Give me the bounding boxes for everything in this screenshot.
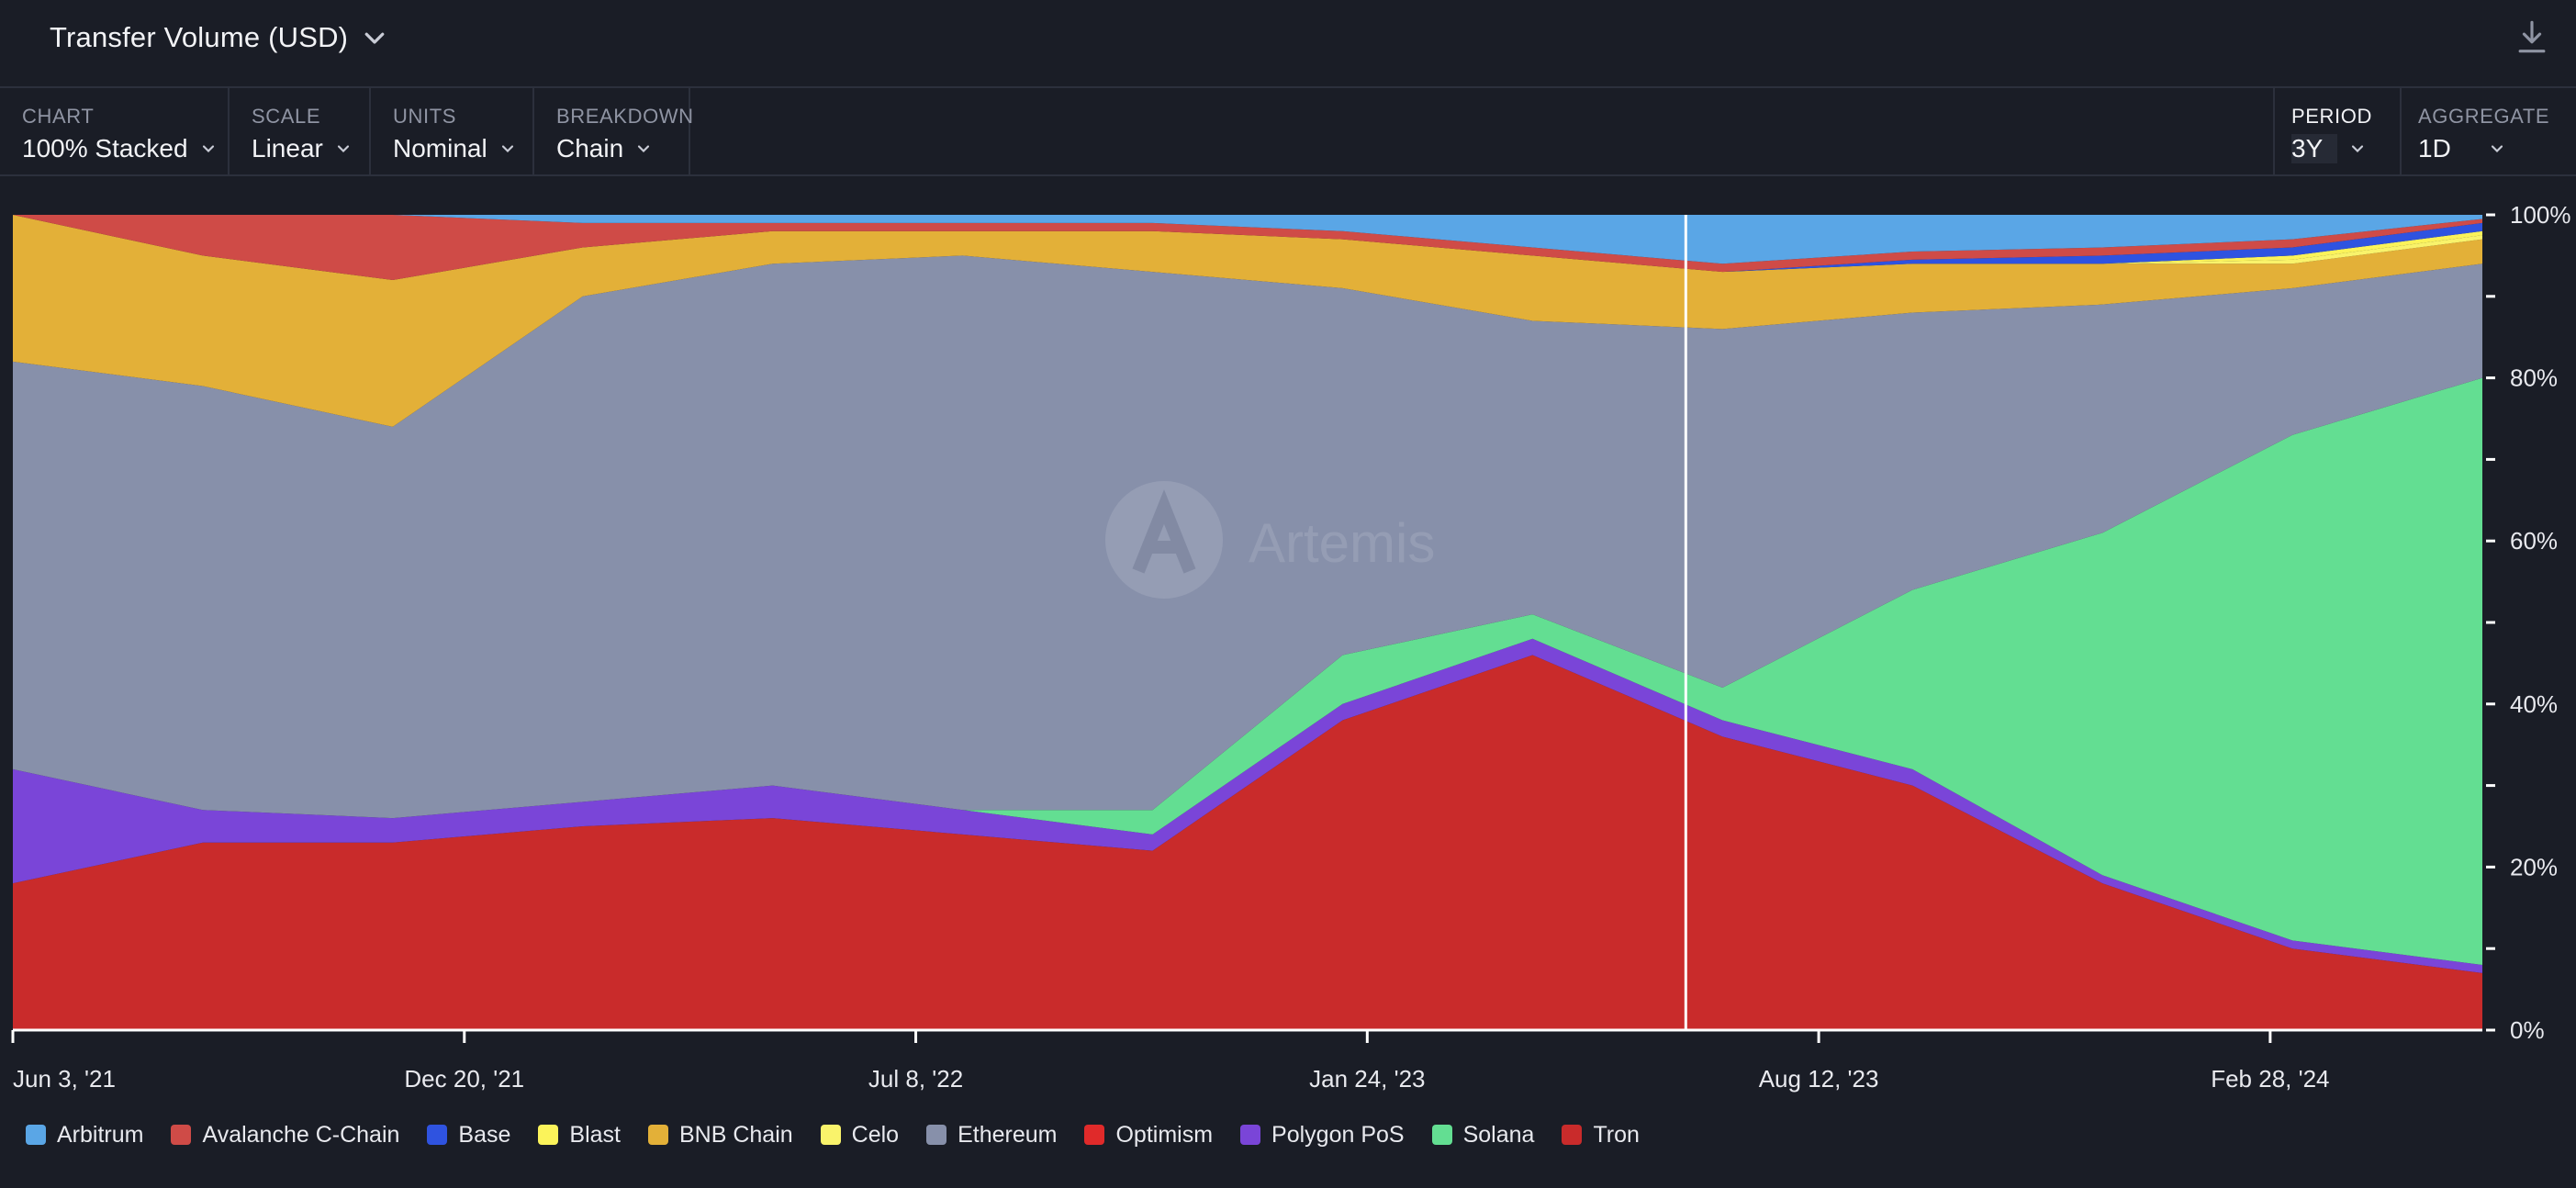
aggregate-select[interactable]: AGGREGATE 1D: [2400, 88, 2576, 176]
legend-item-bnb-chain[interactable]: BNB Chain: [648, 1122, 793, 1149]
y-axis: 0% 20% 40% 60% 80% 100%: [2486, 201, 2571, 1044]
period-select[interactable]: PERIOD 3Y: [2273, 88, 2400, 176]
series-area-bnb-chain[interactable]: [13, 215, 2482, 427]
y-tick-label: 100%: [2510, 201, 2571, 229]
chart-legend: Arbitrum Avalanche C-Chain Base Blast BNB Ch…: [26, 1116, 1667, 1153]
chart-type-value: 100% Stacked: [22, 134, 188, 163]
x-tick-label: Dec 20, '21: [404, 1065, 524, 1093]
legend-swatch: [427, 1125, 448, 1145]
chevron-down-icon: [2352, 145, 2364, 153]
legend-swatch: [26, 1125, 46, 1145]
series-layer: [13, 215, 2482, 1030]
aggregate-value: 1D: [2418, 134, 2451, 163]
stacked-area-chart[interactable]: Artemis Jun 3, '21 Dec 20, '21 Jul 8, '22 J…: [0, 176, 2576, 1094]
series-area-ethereum[interactable]: [13, 255, 2482, 819]
artemis-watermark: Artemis: [1105, 481, 1435, 599]
series-area-solana[interactable]: [13, 377, 2482, 965]
legend-label: BNB Chain: [679, 1121, 793, 1148]
y-tick-label: 40%: [2510, 690, 2558, 718]
chevron-down-icon: [202, 145, 214, 153]
legend-swatch: [1562, 1125, 1583, 1145]
chart-header: Transfer Volume (USD): [0, 0, 2576, 88]
legend-swatch: [1240, 1125, 1261, 1145]
artemis-logo-icon: [1105, 481, 1223, 599]
units-select[interactable]: UNITS Nominal: [371, 88, 534, 176]
y-tick-label: 0%: [2510, 1016, 2545, 1044]
legend-label: Arbitrum: [57, 1121, 144, 1148]
chart-type-label: CHART: [22, 105, 95, 128]
chart-type-select[interactable]: CHART 100% Stacked: [0, 88, 230, 176]
series-area-avalanche-c-chain[interactable]: [13, 215, 2482, 281]
download-icon[interactable]: [2515, 18, 2548, 55]
x-tick-label: Feb 28, '24: [2211, 1065, 2329, 1093]
units-value: Nominal: [393, 134, 487, 163]
chevron-down-icon: [638, 145, 650, 153]
x-tick-label: Aug 12, '23: [1759, 1065, 1879, 1093]
legend-item-solana[interactable]: Solana: [1431, 1121, 1535, 1149]
legend-label: Polygon PoS: [1271, 1121, 1405, 1148]
legend-item-celo[interactable]: Celo: [820, 1121, 900, 1149]
legend-label: Celo: [851, 1121, 900, 1148]
aggregate-label: AGGREGATE: [2418, 105, 2550, 128]
scale-select[interactable]: SCALE Linear: [230, 88, 371, 176]
period-value: 3Y: [2291, 134, 2338, 163]
scale-label: SCALE: [252, 105, 321, 128]
legend-item-optimism[interactable]: Optimism: [1084, 1122, 1213, 1149]
series-area-base[interactable]: [13, 215, 2482, 281]
legend-item-arbitrum[interactable]: Arbitrum: [26, 1122, 143, 1149]
watermark-text: Artemis: [1249, 512, 1435, 574]
legend-item-polygon-pos[interactable]: Polygon PoS: [1240, 1122, 1405, 1149]
x-tick-label: Jul 8, '22: [868, 1065, 963, 1093]
legend-label: Tron: [1593, 1121, 1640, 1148]
scale-value: Linear: [252, 134, 323, 163]
legend-item-blast[interactable]: Blast: [538, 1122, 621, 1149]
legend-item-ethereum[interactable]: Ethereum: [926, 1122, 1057, 1149]
x-tick-label: Jan 24, '23: [1309, 1065, 1425, 1093]
legend-label: Blast: [569, 1121, 621, 1148]
legend-swatch: [820, 1125, 841, 1145]
breakdown-select[interactable]: BREAKDOWN Chain: [534, 88, 694, 176]
chart-controls: CHART 100% Stacked SCALE Linear UNITS No…: [0, 88, 2576, 176]
legend-swatch: [1431, 1125, 1452, 1145]
x-tick-label: Jun 3, '21: [13, 1065, 116, 1093]
chart-title: Transfer Volume (USD): [50, 21, 349, 53]
chevron-down-icon: [337, 145, 349, 153]
legend-label: Solana: [1462, 1121, 1535, 1148]
legend-item-base[interactable]: Base: [427, 1122, 510, 1149]
units-label: UNITS: [393, 105, 456, 128]
legend-label: Base: [458, 1121, 511, 1148]
legend-item-avalanche-c-chain[interactable]: Avalanche C-Chain: [171, 1122, 399, 1149]
title-dropdown[interactable]: Transfer Volume (USD): [50, 15, 388, 61]
legend-swatch: [926, 1125, 947, 1145]
breakdown-label: BREAKDOWN: [556, 105, 694, 128]
legend-swatch: [538, 1125, 559, 1145]
breakdown-value: Chain: [556, 134, 624, 163]
series-area-tron[interactable]: [13, 655, 2482, 1030]
chevron-down-icon: [364, 32, 385, 44]
legend-swatch: [648, 1125, 668, 1145]
chevron-down-icon: [2491, 145, 2503, 153]
legend-label: Ethereum: [958, 1121, 1058, 1148]
legend-label: Avalanche C-Chain: [202, 1121, 400, 1148]
chevron-down-icon: [501, 145, 513, 153]
y-tick-label: 60%: [2510, 527, 2558, 555]
x-axis: Jun 3, '21 Dec 20, '21 Jul 8, '22 Jan 24, '…: [11, 1030, 2330, 1093]
y-tick-label: 80%: [2510, 364, 2558, 392]
artemis-logo-mark: [1132, 489, 1196, 574]
series-area-arbitrum[interactable]: [13, 215, 2482, 264]
period-label: PERIOD: [2291, 105, 2372, 128]
legend-swatch: [171, 1125, 192, 1145]
legend-swatch: [1084, 1125, 1105, 1145]
y-tick-label: 20%: [2510, 853, 2558, 880]
legend-label: Optimism: [1115, 1121, 1214, 1148]
legend-item-tron[interactable]: Tron: [1562, 1121, 1640, 1149]
